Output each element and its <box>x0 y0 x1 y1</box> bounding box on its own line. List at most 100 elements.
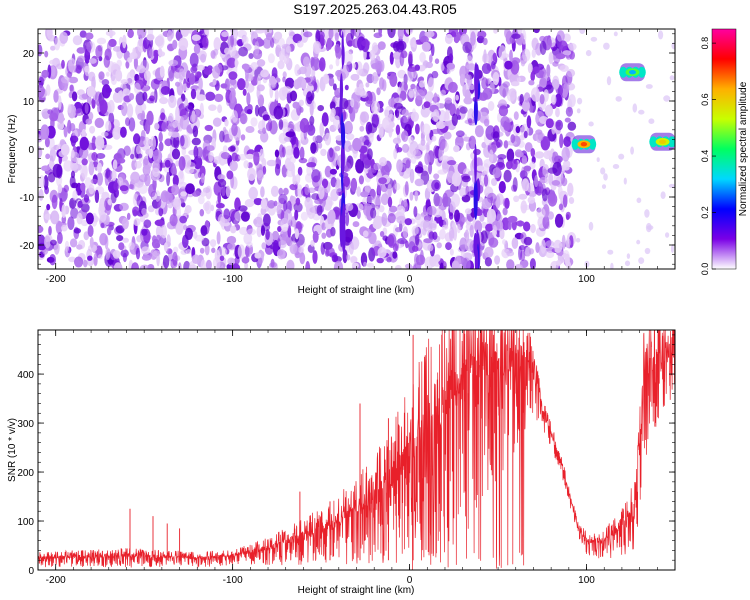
spectrogram-noise-cell <box>530 71 535 82</box>
spectrogram-noise-cell <box>295 197 301 206</box>
spectrogram-noise-cell <box>200 225 208 237</box>
spectrogram-noise-cell <box>521 178 530 192</box>
spectrogram-noise-cell <box>493 29 498 34</box>
spectrogram-noise-cell <box>534 175 539 188</box>
spectrogram-noise-cell <box>229 160 238 172</box>
spectrogram-noise-cell <box>89 125 96 134</box>
spectrogram-noise-cell <box>192 125 199 138</box>
spectrogram-noise-cell <box>93 252 98 266</box>
spectrogram-noise-cell <box>277 60 285 70</box>
spectrogram-noise-cell <box>379 157 387 167</box>
colorbar-tick-label: 0.8 <box>700 37 710 50</box>
spectrogram-noise-cell <box>265 32 273 41</box>
spectrogram-noise-cell <box>400 117 404 124</box>
spectrogram-noise-cell <box>452 263 462 269</box>
spectrogram-noise-cell <box>612 164 620 169</box>
spectrogram-noise-cell <box>402 226 408 239</box>
spectrogram-noise-cell <box>139 216 146 223</box>
figure-title: S197.2025.263.04.43.R05 <box>293 1 457 17</box>
spectrogram-noise-cell <box>419 52 426 63</box>
spectrogram-noise-cell <box>585 50 592 57</box>
spectrogram-noise-cell <box>129 52 138 60</box>
spectrogram-noise-cell <box>352 137 362 152</box>
spectrogram-noise-cell <box>411 225 419 236</box>
spectrogram-feature-peak <box>629 70 636 75</box>
spectrogram-noise-cell <box>238 205 248 212</box>
spectrogram-noise-cell <box>405 240 409 249</box>
spectrogram-noise-cell <box>562 50 572 56</box>
spectrogram-noise-cell <box>223 208 230 220</box>
spectrogram-noise-cell <box>132 206 140 216</box>
spectrogram-noise-cell <box>500 116 510 128</box>
spectrogram-noise-cell <box>469 224 474 238</box>
spectrogram-noise-cell <box>564 117 571 123</box>
spectrogram-noise-cell <box>270 37 275 48</box>
spectrogram-noise-cell <box>306 164 312 177</box>
spectrogram-noise-cell <box>437 169 448 175</box>
spectrogram-noise-cell <box>293 79 301 90</box>
spectrogram-noise-cell <box>246 109 253 115</box>
spectrogram-noise-cell <box>131 262 140 269</box>
spectrogram-noise-cell <box>136 153 143 159</box>
spectrogram-noise-cell <box>230 225 237 234</box>
spectrogram-noise-cell <box>248 186 258 200</box>
spectrogram-noise-cell <box>274 89 279 101</box>
spectrogram-noise-cell <box>81 93 89 100</box>
spectrogram-noise-cell <box>404 218 412 226</box>
spectrogram-noise-cell <box>51 65 56 77</box>
spectrogram-noise-cell <box>221 184 226 197</box>
spectrogram-noise-cell <box>515 220 525 227</box>
spectrogram-noise-cell <box>389 51 394 65</box>
spectrogram-noise-cell <box>135 91 145 106</box>
spectrogram-noise-cell <box>85 118 93 125</box>
spectrogram-noise-cell <box>311 193 320 200</box>
spectrogram-noise-cell <box>49 147 57 162</box>
spectrogram-noise-cell <box>274 149 280 158</box>
spectrogram-noise-cell <box>289 195 294 202</box>
spectrogram-noise-cell <box>224 119 229 127</box>
spectrogram-noise-cell <box>121 102 128 117</box>
spectrogram-noise-cell <box>433 92 438 104</box>
spectrogram-feature-cell <box>649 136 658 148</box>
y-tick-label: 10 <box>23 97 35 108</box>
spectrogram-noise-cell <box>414 166 424 174</box>
spectrogram-feature-cell <box>637 66 646 78</box>
spectrogram-noise-cell <box>325 228 333 238</box>
spectrogram-noise-cell <box>44 213 52 220</box>
spectrogram-noise-cell <box>603 42 610 50</box>
spectrogram-noise-cell <box>507 221 512 231</box>
spectrogram-noise-cell <box>245 126 255 133</box>
spectrogram-noise-cell <box>547 192 558 207</box>
spectrogram-noise-cell <box>421 123 431 136</box>
spectrogram-noise-cell <box>461 175 471 183</box>
spectrogram-noise-cell <box>136 145 141 155</box>
spectrogram-noise-cell <box>185 183 195 195</box>
spectrogram-noise-cell <box>562 33 571 42</box>
x-tick-label: -100 <box>223 274 243 285</box>
spectrogram-noise-cell <box>298 99 304 107</box>
spectrogram-noise-cell <box>294 228 299 239</box>
spectrogram-noise-cell <box>83 231 90 241</box>
spectrogram-noise-cell <box>671 42 675 50</box>
spectrogram-noise-cell <box>468 118 473 124</box>
spectrogram-noise-cell <box>455 130 465 137</box>
spectrogram-noise-cell <box>443 121 452 127</box>
spectrogram-streak <box>341 222 346 253</box>
spectrogram-noise-cell <box>180 191 188 197</box>
spectrogram-noise-cell <box>230 33 235 48</box>
spectrogram-noise-cell <box>317 105 325 112</box>
y-tick-label: -10 <box>20 193 35 204</box>
spectrogram-noise-cell <box>118 242 125 251</box>
spectrogram-noise-cell <box>395 124 401 136</box>
spectrogram-noise-cell <box>568 94 576 108</box>
spectrogram-noise-cell <box>38 134 42 140</box>
snr-y-axis: 0 100 200 300 400 <box>17 334 675 577</box>
spectrogram-noise-cell <box>531 48 536 59</box>
spectrogram-noise-cell <box>334 145 341 152</box>
spectrogram-noise-cell <box>466 63 474 70</box>
spectrogram-noise-cell <box>115 225 125 234</box>
y-tick-label: 0 <box>28 566 34 577</box>
spectrogram-noise-cell <box>525 246 532 257</box>
spectrogram-noise-cell <box>365 82 370 88</box>
spectrogram-noise-cell <box>294 209 299 221</box>
